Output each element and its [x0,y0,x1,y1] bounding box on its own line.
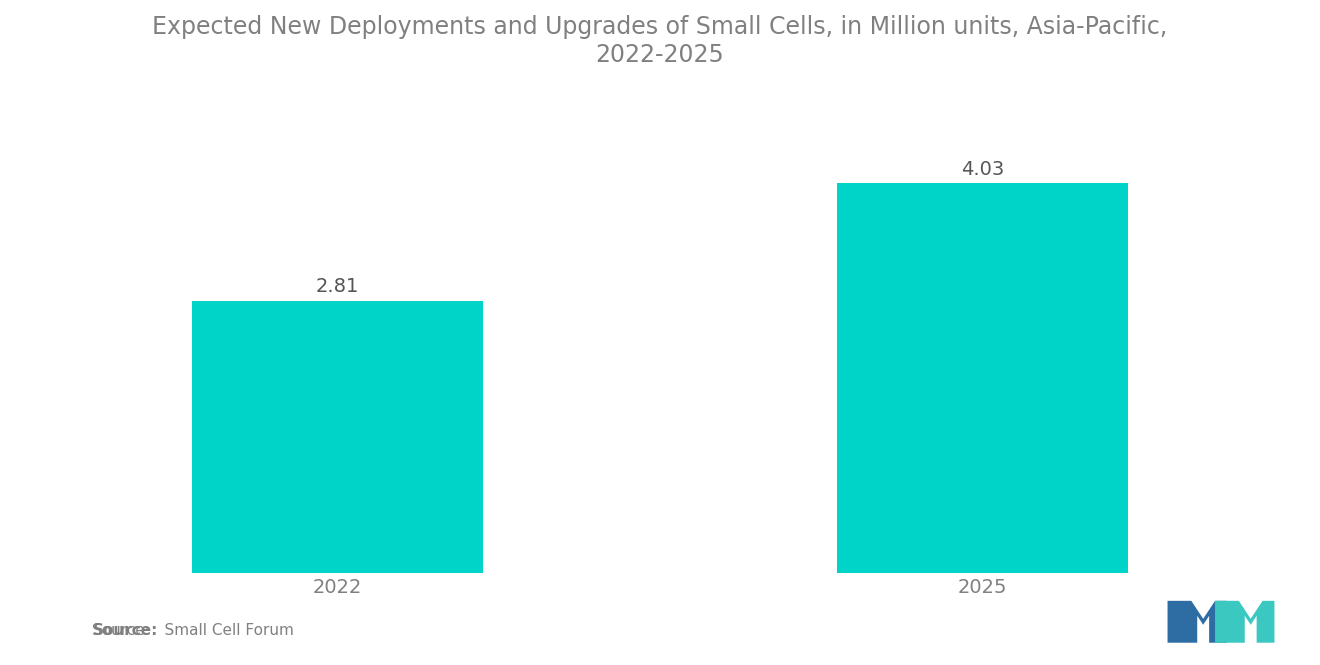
Title: Expected New Deployments and Upgrades of Small Cells, in Million units, Asia-Pac: Expected New Deployments and Upgrades of… [152,15,1168,66]
Text: Source:: Source: [92,623,158,638]
Polygon shape [1214,601,1274,642]
Bar [837,184,1127,573]
Text: 4.03: 4.03 [961,160,1005,178]
Polygon shape [1167,601,1226,642]
Text: Source:   Small Cell Forum: Source: Small Cell Forum [92,623,294,638]
Text: 2.81: 2.81 [315,277,359,297]
Bar [193,301,483,573]
